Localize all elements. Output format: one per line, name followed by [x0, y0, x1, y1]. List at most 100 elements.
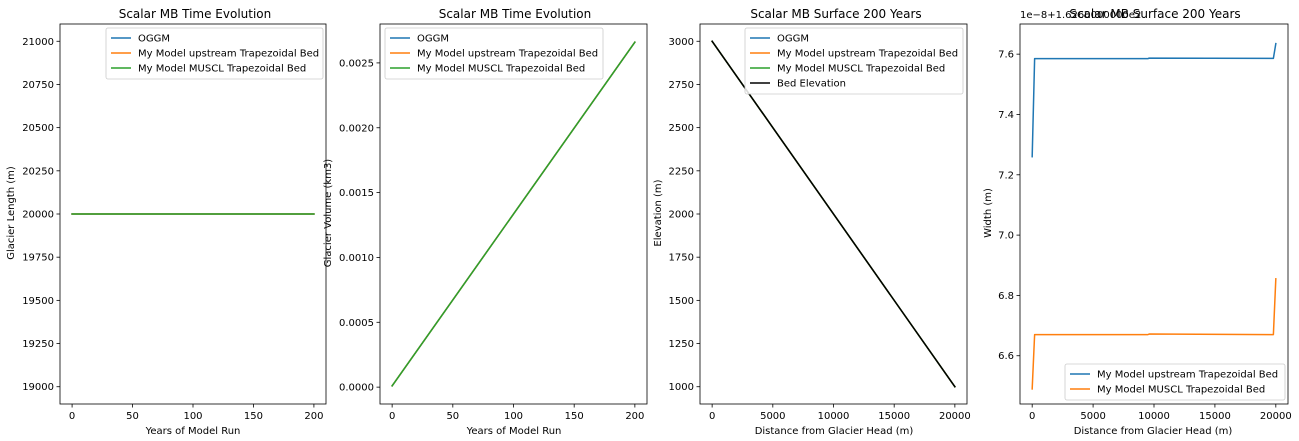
- panel-3-ytick-label: 1000: [669, 382, 694, 393]
- panel-3-series-line-4: [711, 40, 956, 388]
- panel-3-ytick-label: 1500: [669, 296, 694, 307]
- panel-3-title: Scalar MB Surface 200 Years: [750, 7, 921, 21]
- panel-1-ytick-label: 19750: [22, 253, 54, 264]
- panel-1-legend-label-3: My Model MUSCL Trapezoidal Bed: [138, 64, 306, 75]
- panel-1-ytick-label: 19500: [22, 296, 54, 307]
- panel-2-xtick-label: 200: [625, 411, 644, 422]
- panel-3-xtick-label: 0: [709, 411, 715, 422]
- panel-3-legend-box: [744, 27, 964, 95]
- panel-1-xtick-label: 50: [126, 411, 139, 422]
- panel-4-xlabel: Distance from Glacier Head (m): [1074, 426, 1233, 437]
- panel-1-xtick-label: 100: [183, 411, 202, 422]
- panel-4-plot-area: [1020, 24, 1288, 404]
- panel-1-xtick-label: 0: [69, 411, 75, 422]
- panel-1-legend-box: [105, 27, 324, 80]
- panel-4-legend-box: [1064, 363, 1286, 401]
- panel-1-legend-label-1: OGGM: [138, 34, 170, 45]
- panel-2-ytick-label: 0.0015: [339, 188, 374, 199]
- panel-1-ytick-label: 20500: [22, 123, 54, 134]
- panel-1-ytick-label: 20750: [22, 80, 54, 91]
- panel-3: Scalar MB Surface 200 Years 0 5000 10000 15…: [653, 7, 971, 437]
- panel-3-ytick-label: 1250: [669, 339, 694, 350]
- panel-2-ytick-label: 0.0005: [339, 318, 374, 329]
- panel-2-series-line-3: [391, 41, 636, 387]
- panel-3-ytick-label: 2000: [669, 210, 694, 221]
- panel-1-legend: OGGM My Model upstream Trapezoidal Bed My …: [105, 27, 324, 80]
- panel-2-ytick-label: 0.0025: [339, 58, 374, 69]
- panel-2-xtick-label: 0: [389, 411, 395, 422]
- panel-3-xtick-label: 15000: [878, 411, 910, 422]
- panel-4-xtick-label: 5000: [1080, 411, 1105, 422]
- panel-4: Scalar MB Surface 200 Years 1e−8+1.62600…: [983, 7, 1292, 437]
- panel-1-legend-label-2: My Model upstream Trapezoidal Bed: [138, 49, 319, 60]
- panel-3-ylabel: Elevation (m): [653, 179, 664, 246]
- panel-4-xtick-label: 10000: [1138, 411, 1170, 422]
- panel-4-ytick-label: 6.6: [998, 351, 1014, 362]
- panel-2-xtick-label: 150: [565, 411, 584, 422]
- panel-4-plot: 0 5000 10000 15000 20000 6.6 6.8 7.0 7.2 7.4 7.6 My…: [998, 23, 1292, 422]
- panel-3-legend-label-4: Bed Elevation: [777, 79, 846, 90]
- panel-4-xtick-label: 20000: [1260, 411, 1292, 422]
- panel-2-legend-label-2: My Model upstream Trapezoidal Bed: [417, 49, 598, 60]
- panel-4-series-line-1: [1031, 42, 1277, 158]
- panel-1-ytick-label: 19250: [22, 339, 54, 350]
- panel-3-plot: 0 5000 10000 15000 20000 1000 1250 1500 1750 2000…: [669, 23, 971, 422]
- panel-1-title: Scalar MB Time Evolution: [119, 7, 272, 21]
- panel-2-xtick-label: 50: [446, 411, 459, 422]
- panel-4-ytick-label: 7.4: [998, 110, 1014, 121]
- panel-3-ytick-label: 2250: [669, 166, 694, 177]
- panel-2-plot: 0 50 100 150 200 0.0000 0.0005 0.0010 0.0015 0.00…: [339, 23, 648, 422]
- panel-2-ylabel: Glacier Volume (km3): [323, 159, 334, 268]
- panel-3-xtick-label: 20000: [939, 411, 971, 422]
- panel-3-ytick-label: 2500: [669, 123, 694, 134]
- panel-2-legend-box: [384, 27, 604, 80]
- panel-3-legend: OGGM My Model upstream Trapezoidal Bed My …: [744, 27, 964, 95]
- panel-1-plot: 0 50 100 150 200 19000 19250 19500 19750 20000 202…: [22, 23, 327, 422]
- panel-2-legend-label-3: My Model MUSCL Trapezoidal Bed: [417, 64, 585, 75]
- panel-4-ytick-label: 7.2: [998, 170, 1014, 181]
- panel-2-ytick-label: 0.0020: [339, 123, 374, 134]
- panel-2-ytick-label: 0.0000: [339, 383, 374, 394]
- panel-1-ytick-label: 21000: [22, 37, 54, 48]
- panel-2-legend-label-1: OGGM: [417, 34, 449, 45]
- panel-1-ylabel: Glacier Length (m): [6, 166, 17, 260]
- panel-4-ytick-label: 7.0: [998, 231, 1014, 242]
- panel-1: Scalar MB Time Evolution 0 50 100 150 200 190…: [6, 7, 327, 437]
- panel-1-ytick-label: 19000: [22, 382, 54, 393]
- panel-3-xlabel: Distance from Glacier Head (m): [755, 426, 914, 437]
- panel-2: Scalar MB Time Evolution 0 50 100 150 200 0.0…: [323, 7, 648, 437]
- panel-2-xlabel: Years of Model Run: [466, 426, 562, 437]
- panel-3-ytick-label: 2750: [669, 80, 694, 91]
- panel-4-series-group: [1031, 42, 1277, 390]
- panel-4-ytick-label: 7.6: [998, 50, 1014, 61]
- panel-4-series-line-2: [1031, 278, 1277, 390]
- panel-2-xtick-label: 100: [504, 411, 523, 422]
- panel-3-legend-label-2: My Model upstream Trapezoidal Bed: [777, 49, 958, 60]
- panel-4-offset-text: 1e−8+1.6260000000e2: [1020, 10, 1141, 21]
- panel-3-ytick-label: 3000: [669, 37, 694, 48]
- panel-3-xtick-label: 10000: [818, 411, 850, 422]
- panel-2-legend: OGGM My Model upstream Trapezoidal Bed My …: [384, 27, 604, 80]
- panel-1-ytick-label: 20000: [22, 210, 54, 221]
- panel-4-title: Scalar MB Surface 200 Years: [1069, 7, 1240, 21]
- panel-1-ytick-label: 20250: [22, 166, 54, 177]
- panel-1-xtick-label: 200: [304, 411, 323, 422]
- panel-4-ytick-label: 6.8: [998, 291, 1014, 302]
- panel-4-xtick-label: 0: [1029, 411, 1035, 422]
- panel-3-legend-label-1: OGGM: [777, 34, 809, 45]
- panel-1-xlabel: Years of Model Run: [145, 426, 241, 437]
- panel-2-title: Scalar MB Time Evolution: [439, 7, 592, 21]
- panel-3-series-group: [711, 40, 956, 388]
- panel-3-xtick-label: 5000: [760, 411, 785, 422]
- panel-4-xtick-label: 15000: [1199, 411, 1231, 422]
- panel-3-legend-label-3: My Model MUSCL Trapezoidal Bed: [777, 64, 945, 75]
- panel-4-ylabel: Width (m): [983, 188, 994, 238]
- panel-2-series-group: [391, 41, 636, 387]
- panel-3-ytick-label: 1750: [669, 253, 694, 264]
- panel-4-legend-label-2: My Model MUSCL Trapezoidal Bed: [1097, 385, 1265, 396]
- panel-4-legend-label-1: My Model upstream Trapezoidal Bed: [1097, 370, 1278, 381]
- panel-4-legend: My Model upstream Trapezoidal Bed My Mode…: [1064, 363, 1286, 401]
- panel-1-xtick-label: 150: [244, 411, 263, 422]
- panel-2-ytick-label: 0.0010: [339, 253, 374, 264]
